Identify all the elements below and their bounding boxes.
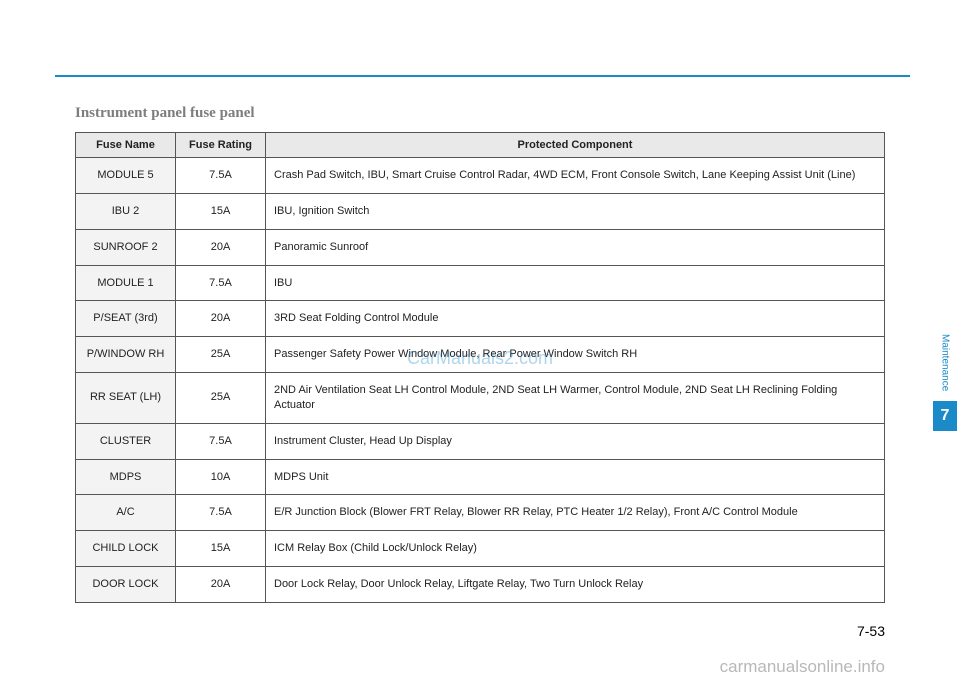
protected-component-cell: Crash Pad Switch, IBU, Smart Cruise Cont… [266, 158, 885, 194]
section-heading: Instrument panel fuse panel [75, 105, 885, 122]
page-number: 7-53 [857, 623, 885, 639]
fuse-name-cell: IBU 2 [76, 193, 176, 229]
table-row: MODULE 17.5AIBU [76, 265, 885, 301]
table-row: CLUSTER7.5AInstrument Cluster, Head Up D… [76, 423, 885, 459]
fuse-rating-cell: 20A [176, 567, 266, 603]
protected-component-cell: 3RD Seat Folding Control Module [266, 301, 885, 337]
protected-component-cell: MDPS Unit [266, 459, 885, 495]
protected-component-cell: Panoramic Sunroof [266, 229, 885, 265]
protected-component-cell: ICM Relay Box (Child Lock/Unlock Relay) [266, 531, 885, 567]
fuse-table: Fuse Name Fuse Rating Protected Componen… [75, 132, 885, 603]
fuse-rating-cell: 15A [176, 193, 266, 229]
fuse-name-cell: RR SEAT (LH) [76, 373, 176, 424]
table-row: P/SEAT (3rd)20A3RD Seat Folding Control … [76, 301, 885, 337]
protected-component-cell: 2ND Air Ventilation Seat LH Control Modu… [266, 373, 885, 424]
col-header-component: Protected Component [266, 133, 885, 158]
protected-component-cell: Instrument Cluster, Head Up Display [266, 423, 885, 459]
fuse-name-cell: CLUSTER [76, 423, 176, 459]
side-label: Maintenance [940, 330, 951, 401]
protected-component-cell: E/R Junction Block (Blower FRT Relay, Bl… [266, 495, 885, 531]
table-row: A/C7.5AE/R Junction Block (Blower FRT Re… [76, 495, 885, 531]
fuse-name-cell: P/WINDOW RH [76, 337, 176, 373]
table-row: DOOR LOCK20ADoor Lock Relay, Door Unlock… [76, 567, 885, 603]
fuse-name-cell: DOOR LOCK [76, 567, 176, 603]
chapter-number-badge: 7 [933, 401, 957, 431]
table-row: MODULE 57.5ACrash Pad Switch, IBU, Smart… [76, 158, 885, 194]
fuse-name-cell: MODULE 5 [76, 158, 176, 194]
fuse-name-cell: P/SEAT (3rd) [76, 301, 176, 337]
table-row: MDPS10AMDPS Unit [76, 459, 885, 495]
table-row: RR SEAT (LH)25A2ND Air Ventilation Seat … [76, 373, 885, 424]
table-row: CHILD LOCK15AICM Relay Box (Child Lock/U… [76, 531, 885, 567]
protected-component-cell: Door Lock Relay, Door Unlock Relay, Lift… [266, 567, 885, 603]
protected-component-cell: IBU [266, 265, 885, 301]
col-header-rating: Fuse Rating [176, 133, 266, 158]
col-header-name: Fuse Name [76, 133, 176, 158]
fuse-rating-cell: 25A [176, 337, 266, 373]
fuse-name-cell: CHILD LOCK [76, 531, 176, 567]
fuse-name-cell: A/C [76, 495, 176, 531]
fuse-rating-cell: 7.5A [176, 265, 266, 301]
fuse-rating-cell: 7.5A [176, 158, 266, 194]
fuse-rating-cell: 10A [176, 459, 266, 495]
table-row: P/WINDOW RH25APassenger Safety Power Win… [76, 337, 885, 373]
table-row: IBU 215AIBU, Ignition Switch [76, 193, 885, 229]
fuse-rating-cell: 20A [176, 229, 266, 265]
fuse-name-cell: MDPS [76, 459, 176, 495]
table-header-row: Fuse Name Fuse Rating Protected Componen… [76, 133, 885, 158]
table-row: SUNROOF 220APanoramic Sunroof [76, 229, 885, 265]
fuse-rating-cell: 25A [176, 373, 266, 424]
footer-watermark: carmanualsonline.info [720, 657, 885, 677]
page-content: Instrument panel fuse panel Fuse Name Fu… [75, 75, 885, 603]
fuse-name-cell: MODULE 1 [76, 265, 176, 301]
fuse-name-cell: SUNROOF 2 [76, 229, 176, 265]
fuse-rating-cell: 7.5A [176, 495, 266, 531]
side-tab: Maintenance 7 [930, 330, 960, 431]
fuse-rating-cell: 7.5A [176, 423, 266, 459]
protected-component-cell: Passenger Safety Power Window Module, Re… [266, 337, 885, 373]
fuse-rating-cell: 20A [176, 301, 266, 337]
protected-component-cell: IBU, Ignition Switch [266, 193, 885, 229]
fuse-rating-cell: 15A [176, 531, 266, 567]
